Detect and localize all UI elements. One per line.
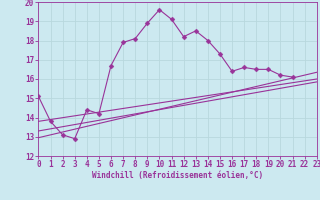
X-axis label: Windchill (Refroidissement éolien,°C): Windchill (Refroidissement éolien,°C) bbox=[92, 171, 263, 180]
